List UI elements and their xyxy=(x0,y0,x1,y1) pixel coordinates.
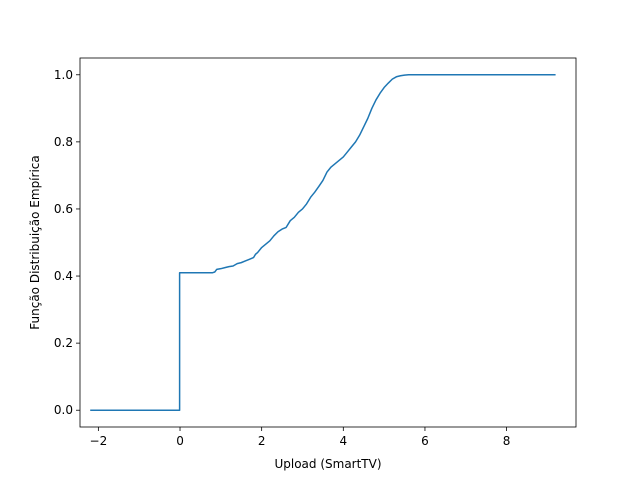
x-tick-label: 8 xyxy=(503,434,511,448)
x-axis-label: Upload (SmartTV) xyxy=(274,457,381,471)
plot-area xyxy=(90,74,556,411)
x-tick-label: 6 xyxy=(421,434,429,448)
x-tick-label: 2 xyxy=(258,434,266,448)
y-axis-ticks: 0.0 0.2 0.4 0.6 0.8 1.0 xyxy=(54,68,80,417)
y-tick-label: 0.2 xyxy=(54,336,73,350)
y-tick-label: 0.4 xyxy=(54,269,73,283)
x-tick-label: −2 xyxy=(90,434,108,448)
y-tick-label: 0.6 xyxy=(54,202,73,216)
x-axis-ticks: −2 0 2 4 6 8 xyxy=(90,427,511,448)
x-tick-label: 4 xyxy=(339,434,347,448)
y-axis-label: Função Distribuição Empírica xyxy=(28,155,42,329)
x-tick-label: 0 xyxy=(176,434,184,448)
y-tick-label: 0.0 xyxy=(54,403,73,417)
axes-frame xyxy=(79,57,577,428)
y-tick-label: 1.0 xyxy=(54,68,73,82)
y-tick-label: 0.8 xyxy=(54,135,73,149)
series-line-upload-smarttv xyxy=(90,74,556,411)
